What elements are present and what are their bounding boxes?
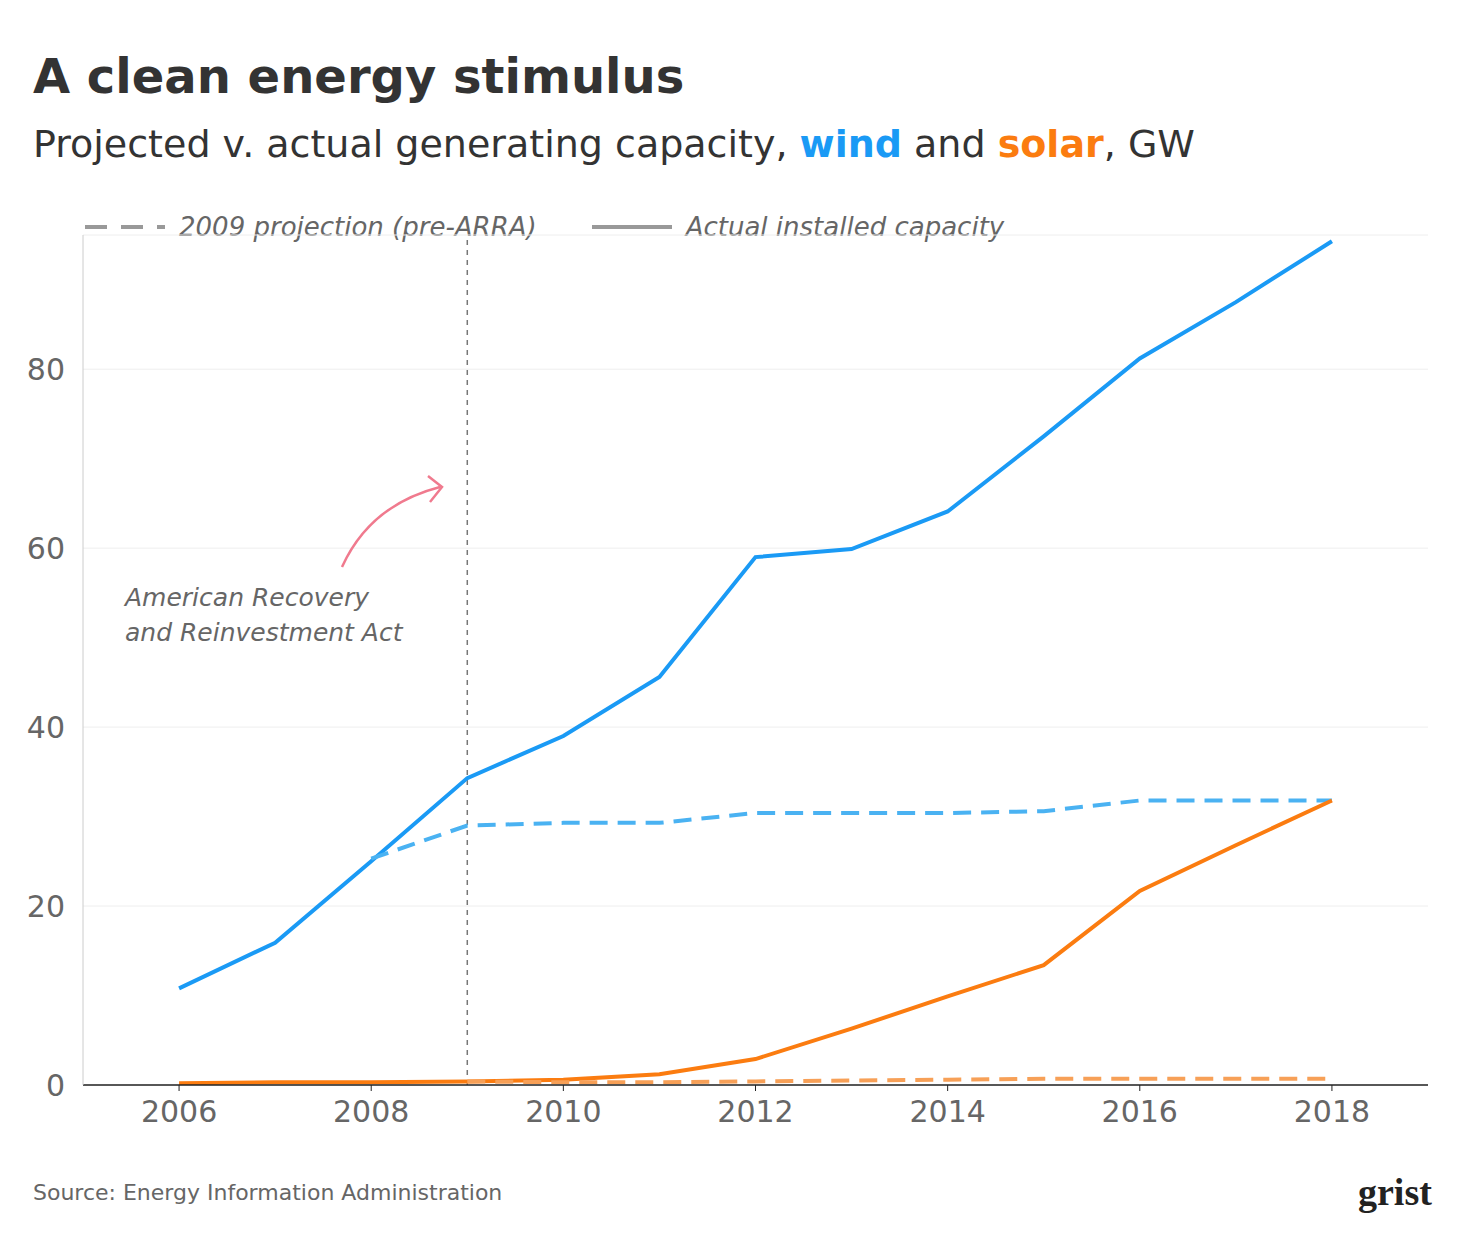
svg-text:2006: 2006 (141, 1094, 217, 1129)
html-text:Projected v. actual generating: Projected v. actual generating capacity,… (33, 122, 1195, 166)
html-text:Source: Energy Information Adm: Source: Energy Information Administratio… (33, 1180, 503, 1205)
html-text:A clean energy stimulus: A clean energy stimulus (33, 48, 685, 104)
svg-text:2014: 2014 (909, 1094, 985, 1129)
svg-text:2010: 2010 (525, 1094, 601, 1129)
html-text:Actual installed capacity: Actual installed capacity (685, 212, 1005, 242)
svg-text:2008: 2008 (333, 1094, 409, 1129)
svg-text:40: 40 (27, 710, 65, 745)
svg-text:80: 80 (27, 352, 65, 387)
html-text:2009 projection (pre-ARRA): 2009 projection (pre-ARRA) (179, 212, 537, 242)
svg-text:60: 60 (27, 531, 65, 566)
svg-text:2018: 2018 (1294, 1094, 1370, 1129)
svg-text:2016: 2016 (1102, 1094, 1178, 1129)
html-text:grist: grist (1358, 1171, 1432, 1213)
svg-text:20: 20 (27, 889, 65, 924)
html-text:American Recovery and Reinvest: American Recovery and Reinvestment Act (125, 583, 403, 647)
svg-text:2012: 2012 (717, 1094, 793, 1129)
svg-text:0: 0 (46, 1068, 65, 1103)
